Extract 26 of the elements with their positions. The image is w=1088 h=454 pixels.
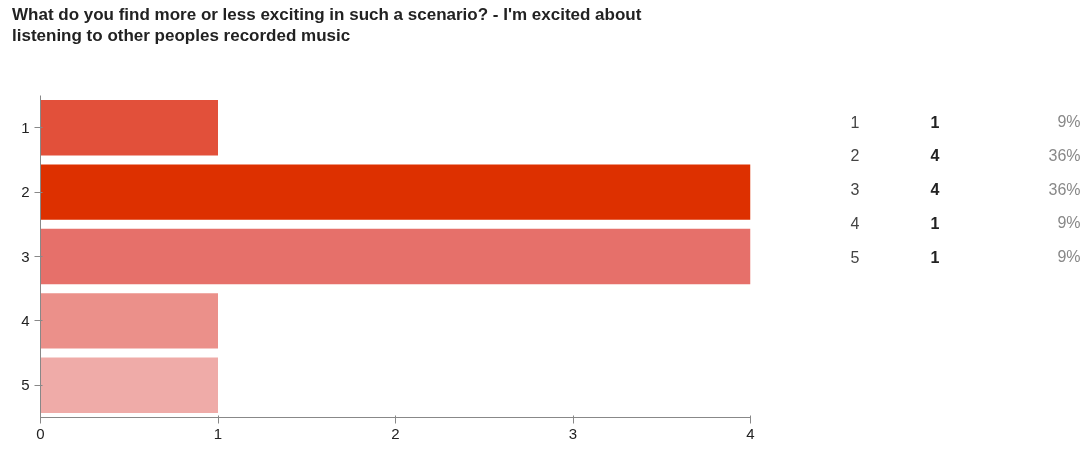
text: 1 [850,113,860,131]
x-tick-label: 0 [36,424,45,442]
y-tick-label: 5 [21,376,30,394]
text: 4 [930,147,940,165]
y-tick-label: 1 [21,118,30,136]
y-tick-label: 4 [21,311,30,329]
category-label: 5 [850,248,860,266]
y-tick-label: 2 [21,183,30,201]
category-label: 1 [930,248,940,266]
text: 9% [1057,113,1081,131]
text: 9% [1057,214,1081,232]
category-label: 2 [850,147,860,165]
category-label: 3 [850,181,860,199]
category-label: 4 [930,181,940,199]
text: 1 [930,113,940,131]
chart-title: What do you find more or less exciting in such a scenario? - I'm excited about listening to other peoples recorded music [12,4,642,46]
text: 36% [1048,146,1081,164]
text: 1 [930,214,940,232]
x-tick-label: 1 [213,424,223,442]
text: 36% [1048,180,1081,198]
x-tick-label: 2 [391,424,400,442]
x-tick-label: 4 [746,424,755,442]
y-tick-label: 3 [21,247,30,265]
text: 9% [1057,248,1081,265]
x-tick-label: 3 [568,424,578,442]
text: 4 [850,214,860,232]
